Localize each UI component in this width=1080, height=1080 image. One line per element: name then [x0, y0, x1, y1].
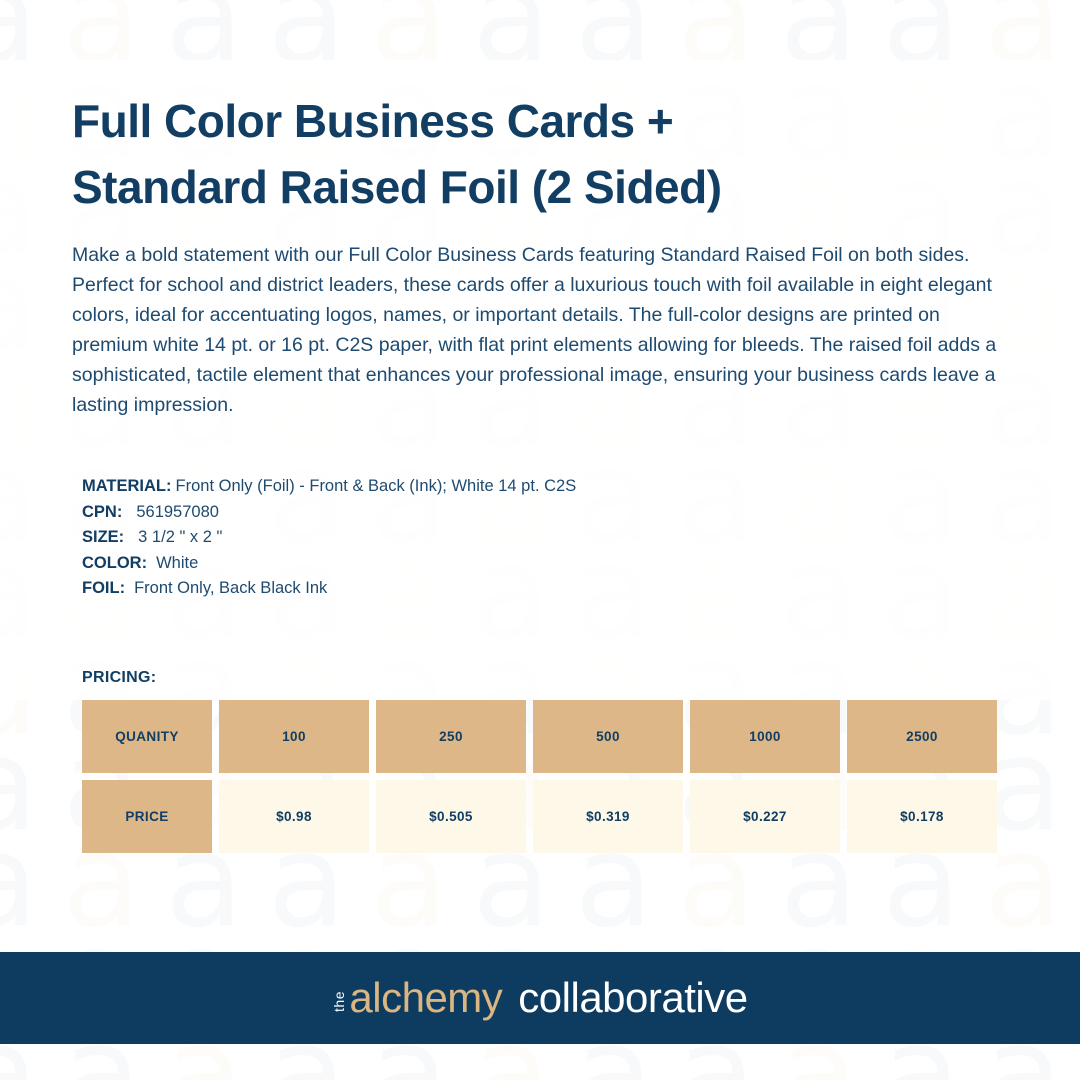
pricing-table: QUANITY 100 250 500 1000 2500 PRICE $0.98 $0.…	[82, 700, 997, 853]
spec-row: SIZE: 3 1/2 " x 2 "	[82, 525, 782, 551]
price-cell: $0.227	[690, 780, 840, 853]
quantity-cell: 1000	[690, 700, 840, 773]
logo-alchemy-text: alchemy	[349, 974, 503, 1021]
page-title-line-2: Standard Raised Foil (2 Sided)	[72, 161, 722, 214]
price-cell: $0.178	[847, 780, 997, 853]
product-description: Make a bold statement with our Full Colo…	[72, 244, 997, 416]
spec-label: MATERIAL:	[82, 477, 172, 495]
logo-collaborative-text: collaborative	[518, 974, 748, 1021]
price-cell: $0.319	[533, 780, 683, 853]
pricing-label: PRICING:	[82, 669, 157, 686]
spec-value: Front Only, Back Black Ink	[134, 579, 328, 597]
quantity-header-cell: QUANITY	[82, 700, 212, 773]
brand-logo: the alchemy collaborative	[331, 974, 748, 1021]
spec-label: CPN:	[82, 502, 123, 521]
quantity-cell: 100	[219, 700, 369, 773]
spec-value: White	[156, 553, 199, 572]
spec-value: Front Only (Foil) - Front & Back (Ink); …	[175, 477, 577, 495]
spec-row: MATERIAL: Front Only (Foil) - Front & Bac…	[82, 474, 782, 500]
quantity-cell: 250	[376, 700, 526, 773]
spec-label: FOIL:	[82, 579, 126, 597]
footer-bar: the alchemy collaborative	[0, 952, 1080, 1044]
spec-label: SIZE:	[82, 528, 125, 546]
spec-label: COLOR:	[82, 553, 148, 572]
price-cell: $0.505	[376, 780, 526, 853]
logo-the-text: the	[331, 990, 348, 1012]
spec-value: 3 1/2 " x 2 "	[138, 528, 223, 546]
pricing-table-price-row: PRICE $0.98 $0.505 $0.319 $0.227 $0.178	[82, 780, 997, 853]
specifications-list: MATERIAL: Front Only (Foil) - Front & Bac…	[82, 474, 782, 602]
quantity-cell: 2500	[847, 700, 997, 773]
background-scrim-top	[0, 60, 1080, 700]
page-title: Full Color Business Cards + Standard Rai…	[72, 88, 972, 220]
spec-value: 561957080	[136, 502, 219, 521]
price-header-cell: PRICE	[82, 780, 212, 853]
spec-row: COLOR: White	[82, 551, 782, 577]
spec-row: FOIL: Front Only, Back Black Ink	[82, 576, 782, 602]
spec-row: CPN: 561957080	[82, 500, 782, 526]
price-cell: $0.98	[219, 780, 369, 853]
pricing-table-header-row: QUANITY 100 250 500 1000 2500	[82, 700, 997, 773]
page-title-line-1: Full Color Business Cards +	[72, 95, 674, 147]
quantity-cell: 500	[533, 700, 683, 773]
